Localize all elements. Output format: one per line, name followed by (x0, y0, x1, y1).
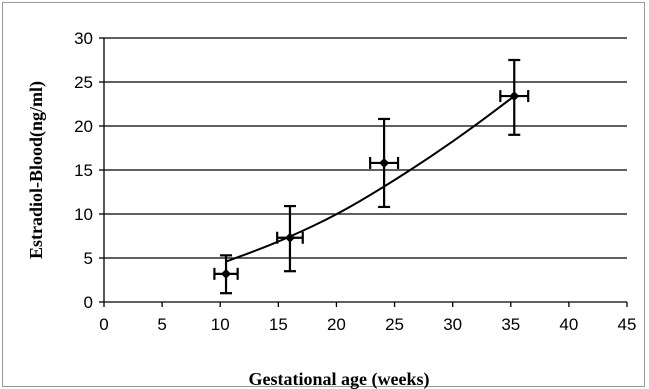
data-point-marker (284, 232, 295, 243)
x-tick-label-30: 30 (443, 315, 462, 334)
x-tick-label-40: 40 (559, 315, 578, 334)
data-point-marker (221, 268, 232, 279)
x-tick-label-0: 0 (99, 315, 108, 334)
x-tick-label-15: 15 (269, 315, 288, 334)
y-tick-label-30: 30 (74, 29, 93, 48)
y-axis-title: Estradiol-Blood(ng/ml) (26, 81, 47, 259)
data-point-group-1 (213, 254, 239, 295)
y-tick-label-5: 5 (84, 249, 93, 268)
y-tick-label-20: 20 (74, 117, 93, 136)
trendline (225, 95, 515, 263)
tick-labels: 0 5 10 15 20 25 30 0 5 10 15 20 25 30 35 40 45 (74, 29, 636, 334)
data-point-marker (509, 91, 520, 102)
x-tick-label-25: 25 (385, 315, 404, 334)
data-point-group-2 (276, 204, 304, 273)
gridlines (104, 37, 627, 259)
data-point-marker (379, 157, 390, 168)
data-point-group-3 (369, 117, 400, 209)
x-tick-label-5: 5 (157, 315, 166, 334)
x-tick-label-45: 45 (618, 315, 637, 334)
x-tick-label-10: 10 (211, 315, 230, 334)
data-point-group-4 (499, 58, 530, 136)
y-tick-label-10: 10 (74, 205, 93, 224)
data-points (213, 58, 530, 295)
y-tick-label-15: 15 (74, 161, 93, 180)
trendline-layer (225, 95, 515, 263)
y-tick-label-0: 0 (84, 293, 93, 312)
axes (99, 37, 628, 307)
x-tick-label-35: 35 (501, 315, 520, 334)
x-axis-title: Gestational age (weeks) (249, 369, 430, 389)
y-tick-label-25: 25 (74, 73, 93, 92)
x-tick-label-20: 20 (327, 315, 346, 334)
